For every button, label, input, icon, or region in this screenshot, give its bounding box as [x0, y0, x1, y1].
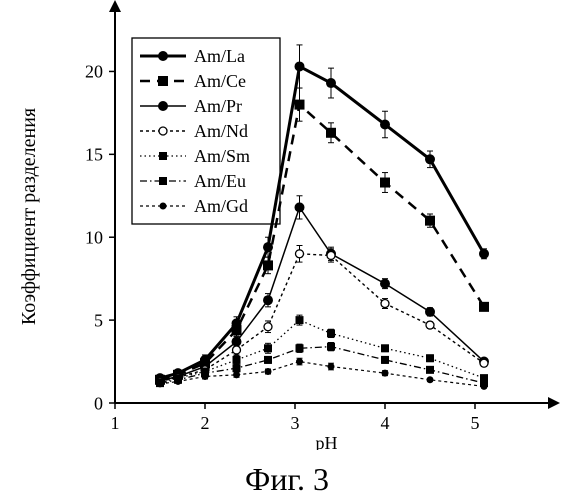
svg-text:20: 20 — [85, 62, 103, 82]
svg-text:0: 0 — [94, 393, 103, 413]
svg-text:Am/Ce: Am/Ce — [194, 71, 246, 91]
svg-text:2: 2 — [201, 413, 210, 433]
separation-coefficient-chart: 1 2 3 4 5 pH 0 5 10 15 20 Коэффициент разделения Am/… — [0, 0, 574, 450]
svg-text:pH: pH — [316, 433, 338, 450]
svg-text:Am/Eu: Am/Eu — [194, 171, 246, 191]
svg-text:Am/Sm: Am/Sm — [194, 146, 250, 166]
svg-text:Am/La: Am/La — [194, 46, 245, 66]
svg-text:4: 4 — [381, 413, 390, 433]
svg-text:5: 5 — [94, 310, 103, 330]
svg-text:Коэффициент разделения: Коэффициент разделения — [18, 108, 40, 325]
svg-text:5: 5 — [471, 413, 480, 433]
svg-text:Am/Pr: Am/Pr — [194, 96, 242, 116]
figure-caption: Фиг. 3 — [0, 461, 574, 498]
svg-text:15: 15 — [85, 145, 103, 165]
svg-text:10: 10 — [85, 228, 103, 248]
svg-text:3: 3 — [291, 413, 300, 433]
svg-text:1: 1 — [111, 413, 120, 433]
figure-container: 1 2 3 4 5 pH 0 5 10 15 20 Коэффициент разделения Am/… — [0, 0, 574, 500]
svg-text:Am/Gd: Am/Gd — [194, 196, 248, 216]
svg-text:Am/Nd: Am/Nd — [194, 121, 248, 141]
